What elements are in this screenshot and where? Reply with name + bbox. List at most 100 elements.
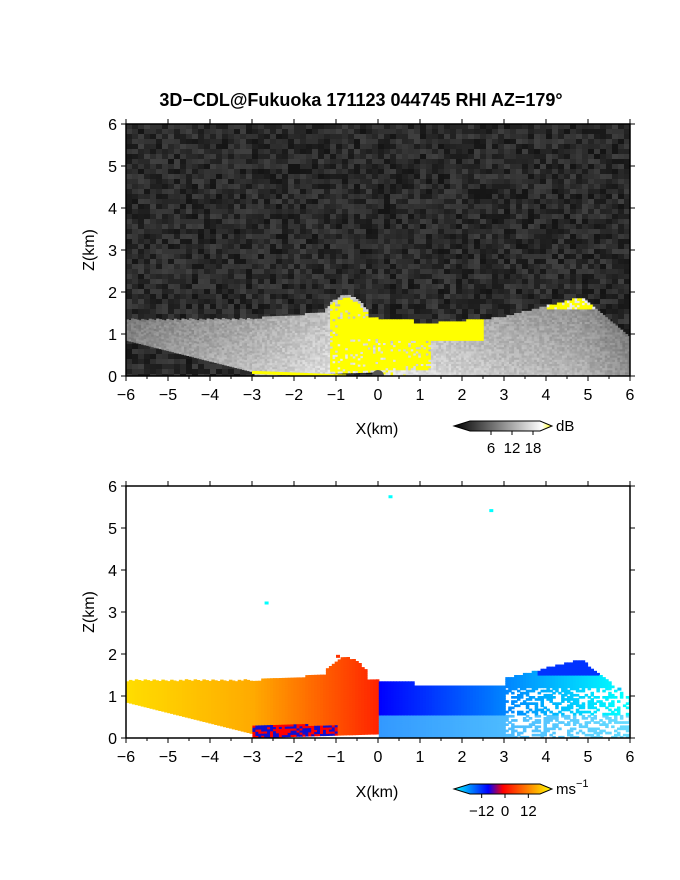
noise-cell bbox=[594, 144, 600, 149]
reflectivity-cell bbox=[186, 328, 190, 331]
reflectivity-cell bbox=[171, 341, 175, 344]
noise-cell bbox=[456, 134, 462, 139]
noise-cell bbox=[264, 279, 270, 284]
noise-cell bbox=[474, 199, 480, 204]
noise-cell bbox=[180, 144, 186, 149]
reflectivity-cell bbox=[171, 336, 175, 340]
reflectivity-cell bbox=[211, 349, 215, 352]
noise-cell bbox=[342, 234, 348, 239]
noise-cell bbox=[252, 259, 258, 264]
noise-cell bbox=[570, 274, 576, 279]
noise-cell bbox=[378, 244, 384, 249]
noise-cell bbox=[300, 159, 306, 164]
noise-cell bbox=[186, 164, 192, 169]
noise-cell bbox=[456, 274, 462, 279]
noise-cell bbox=[288, 184, 294, 189]
noise-cell bbox=[492, 174, 498, 179]
noise-cell bbox=[456, 159, 462, 164]
noise-cell bbox=[282, 194, 288, 199]
noise-cell bbox=[198, 169, 204, 174]
noise-cell bbox=[438, 199, 444, 204]
noise-cell bbox=[498, 214, 504, 219]
noise-cell bbox=[624, 134, 630, 139]
noise-cell bbox=[132, 179, 138, 184]
noise-cell bbox=[624, 224, 630, 229]
noise-cell bbox=[600, 274, 606, 279]
noise-cell bbox=[366, 164, 372, 169]
noise-cell bbox=[492, 259, 498, 264]
noise-cell bbox=[186, 239, 192, 244]
noise-cell bbox=[336, 164, 342, 169]
reflectivity-cell bbox=[219, 353, 223, 356]
noise-cell bbox=[390, 209, 396, 214]
noise-cell bbox=[228, 224, 234, 229]
noise-cell bbox=[324, 164, 330, 169]
reflectivity-cell bbox=[146, 336, 150, 340]
noise-cell bbox=[264, 224, 270, 229]
noise-cell bbox=[528, 144, 534, 149]
noise-cell bbox=[414, 249, 420, 254]
noise-cell bbox=[492, 294, 498, 299]
reflectivity-cell bbox=[221, 347, 225, 351]
noise-cell bbox=[294, 219, 300, 224]
reflectivity-cell bbox=[209, 350, 213, 354]
noise-cell bbox=[384, 279, 390, 284]
noise-cell bbox=[348, 144, 354, 149]
chart-title: 3D−CDL@Fukuoka 171123 044745 RHI AZ=179° bbox=[159, 90, 562, 110]
noise-cell bbox=[138, 124, 144, 129]
noise-cell bbox=[192, 364, 198, 369]
noise-cell bbox=[336, 294, 342, 299]
noise-cell bbox=[402, 274, 408, 279]
reflectivity-cell bbox=[178, 324, 182, 327]
noise-cell bbox=[234, 124, 240, 129]
noise-cell bbox=[516, 239, 522, 244]
noise-cell bbox=[366, 299, 372, 304]
noise-cell bbox=[126, 189, 132, 194]
noise-cell bbox=[594, 179, 600, 184]
noise-cell bbox=[528, 174, 534, 179]
reflectivity-cell bbox=[173, 343, 177, 347]
noise-cell bbox=[444, 229, 450, 234]
noise-cell bbox=[576, 224, 582, 229]
noise-cell bbox=[144, 314, 150, 319]
noise-cell bbox=[528, 234, 534, 239]
noise-cell bbox=[354, 264, 360, 269]
noise-cell bbox=[450, 129, 456, 134]
noise-cell bbox=[270, 299, 276, 304]
reflectivity-cell bbox=[209, 319, 213, 322]
noise-cell bbox=[336, 279, 342, 284]
reflectivity-cell bbox=[221, 324, 225, 327]
noise-cell bbox=[414, 124, 420, 129]
noise-cell bbox=[240, 234, 246, 239]
noise-cell bbox=[180, 304, 186, 309]
reflectivity-cell bbox=[131, 326, 135, 330]
noise-cell bbox=[372, 249, 378, 254]
noise-cell bbox=[360, 279, 366, 284]
noise-cell bbox=[432, 259, 438, 264]
noise-cell bbox=[462, 174, 468, 179]
noise-cell bbox=[276, 274, 282, 279]
reflectivity-cell bbox=[224, 320, 228, 324]
reflectivity-cell bbox=[231, 345, 235, 349]
noise-cell bbox=[480, 259, 486, 264]
reflectivity-cell bbox=[168, 323, 172, 327]
noise-cell bbox=[342, 249, 348, 254]
noise-cell bbox=[408, 219, 414, 224]
noise-cell bbox=[228, 264, 234, 269]
reflectivity-cell bbox=[204, 326, 208, 329]
noise-cell bbox=[186, 189, 192, 194]
reflectivity-cell bbox=[148, 322, 152, 326]
reflectivity-cell bbox=[226, 331, 230, 335]
noise-cell bbox=[456, 149, 462, 154]
noise-cell bbox=[288, 174, 294, 179]
reflectivity-cell bbox=[181, 343, 185, 347]
noise-cell bbox=[246, 144, 252, 149]
noise-cell bbox=[474, 244, 480, 249]
reflectivity-cell bbox=[204, 328, 208, 331]
noise-cell bbox=[228, 269, 234, 274]
noise-cell bbox=[360, 269, 366, 274]
noise-cell bbox=[402, 189, 408, 194]
noise-cell bbox=[564, 229, 570, 234]
noise-cell bbox=[270, 204, 276, 209]
noise-cell bbox=[246, 274, 252, 279]
